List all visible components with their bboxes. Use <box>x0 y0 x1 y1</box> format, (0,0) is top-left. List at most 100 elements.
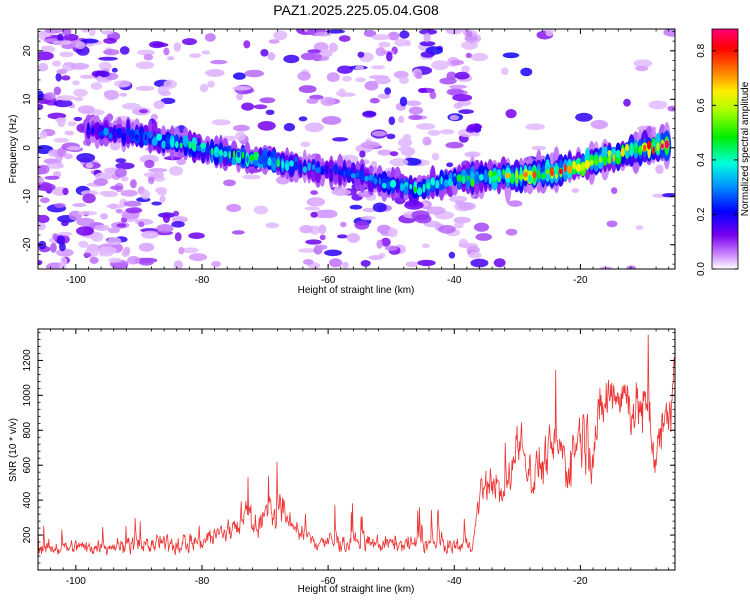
spectrogram-ridge-cell <box>103 127 109 136</box>
spectrogram-noise-blob <box>465 52 472 59</box>
spectrogram-ridge-cell <box>117 132 122 138</box>
x-tick-label: -60 <box>321 576 336 587</box>
spectrogram-noise-blob <box>321 116 342 125</box>
spectrogram-ridge-cell <box>462 175 466 184</box>
spectrogram-noise-blob <box>545 29 554 37</box>
spectrogram-noise-blob <box>405 100 422 106</box>
spectrogram-noise-blob <box>389 158 409 167</box>
spectrogram-noise-blob <box>188 232 205 239</box>
spectrogram-noise-blob <box>53 171 62 178</box>
spectrogram-noise-blob <box>387 227 398 238</box>
spectrogram-noise-blob <box>72 80 80 86</box>
spectrogram-noise-blob <box>153 100 165 110</box>
spectrogram-ridge-cell <box>598 156 603 164</box>
spectrogram-ridge-cell <box>253 151 260 161</box>
spectrogram-ridge-cell <box>161 140 166 149</box>
spectrogram-ridge-cell <box>483 173 489 179</box>
spectrogram-noise-blob <box>387 31 400 41</box>
spectrogram-noise-blob <box>474 222 489 232</box>
y-tick-label: -20 <box>22 237 33 252</box>
spectrogram-noise-blob <box>163 47 170 56</box>
spectrogram-noise-blob <box>342 75 352 82</box>
spectrogram-noise-blob <box>446 88 464 96</box>
spectrogram-noise-blob <box>120 217 128 223</box>
spectrogram-x-ticks: -100 -80 -60 -40 -20 <box>37 29 670 286</box>
spectrogram-noise-blob <box>423 32 431 43</box>
spectrogram-ridge-cell <box>144 134 147 141</box>
colorbar-tick-label: 0.8 <box>696 43 707 57</box>
spectrogram-noise-blob <box>94 172 113 181</box>
spectrogram-noise-blob <box>152 42 169 48</box>
spectrogram-ridge <box>84 114 672 205</box>
spectrogram-noise-blob <box>108 257 123 263</box>
snr-x-label: Height of straight line (km) <box>298 584 415 595</box>
spectrogram-noise-blob <box>78 240 89 248</box>
spectrogram-noise-blob <box>138 242 155 252</box>
spectrogram-ridge-cell <box>223 150 228 158</box>
spectrogram-noise-blob <box>147 175 155 185</box>
spectrogram-ridge-cell <box>289 160 294 167</box>
spectrogram-ridge-cell <box>443 179 449 188</box>
spectrogram-ridge-cell <box>192 142 197 151</box>
spectrogram-noise-blob <box>138 221 145 228</box>
spectrogram-noise-blob <box>315 31 332 37</box>
spectrogram-noise-blob <box>89 256 99 264</box>
y-tick-label: 200 <box>22 526 33 543</box>
spectrogram-noise-blob <box>242 174 261 180</box>
spectrogram-noise-blob <box>98 56 118 61</box>
spectrogram-noise-blob <box>38 183 56 192</box>
spectrogram-ridge-cell <box>491 175 498 182</box>
spectrogram-noise-blob <box>77 106 87 113</box>
spectrogram-noise-blob <box>114 168 127 178</box>
y-tick-label: 20 <box>22 45 33 57</box>
spectrogram-noise-blob <box>398 115 405 123</box>
y-tick-label: 600 <box>22 456 33 473</box>
spectrogram-noise-blob <box>453 216 471 224</box>
spectrogram-ridge-cell <box>625 144 630 152</box>
spectrogram-noise-blob <box>464 151 481 158</box>
spectrogram-noise-blob <box>283 54 300 64</box>
spectrogram-noise-blob <box>90 82 103 90</box>
spectrogram-noise-blob <box>611 187 618 195</box>
spectrogram-ridge-cell <box>422 183 426 193</box>
spectrogram-noise-blob <box>378 41 391 48</box>
spectrogram-noise-blob <box>332 137 349 142</box>
spectrogram-ridge-cell <box>646 140 652 150</box>
spectrogram-noise-blob <box>419 29 438 35</box>
spectrogram-noise-blob <box>232 86 252 91</box>
spectrogram-ridge-cell <box>580 162 585 172</box>
spectrogram-noise-blob <box>139 109 148 114</box>
spectrogram-ridge-cell <box>139 129 143 137</box>
spectrogram-ridge-cell <box>196 144 202 152</box>
spectrogram-noise-blob <box>55 72 62 82</box>
spectrogram-noise-blob <box>371 130 387 137</box>
spectrogram-noise-blob <box>380 237 391 247</box>
spectrogram-noise-blob <box>148 168 168 173</box>
spectrogram-ridge-cell <box>214 152 219 158</box>
spectrogram-noise-blob <box>384 87 392 95</box>
spectrogram-noise-blob <box>201 50 211 55</box>
spectrogram-noise-blob <box>360 260 371 267</box>
spectrogram-ridge-cell <box>125 132 131 145</box>
spectrogram-noise-blob <box>178 246 185 255</box>
spectrogram-noise-blob <box>260 49 269 57</box>
spectrogram-noise-blob <box>408 106 423 115</box>
spectrogram-noise-blob <box>38 260 43 265</box>
spectrogram-noise-blob <box>408 114 423 121</box>
spectrogram-noise-blob <box>173 42 181 52</box>
spectrogram-noise-blob <box>426 206 446 215</box>
spectrogram-noise-blob <box>531 145 547 151</box>
spectrogram-noise-blob <box>314 209 330 219</box>
spectrogram-noise-blob <box>465 30 473 37</box>
spectrogram-noise-blob <box>176 158 187 166</box>
spectrogram-ridge-cell <box>298 163 302 171</box>
spectrogram-noise-blob <box>363 30 377 37</box>
spectrogram-noise-blob <box>493 258 506 268</box>
spectrogram-noise-blob <box>360 141 381 149</box>
spectrogram-ridge-cell <box>567 165 573 174</box>
spectrogram-noise-blob <box>340 221 347 228</box>
spectrogram-ridge-cell <box>359 173 365 182</box>
spectrogram-noise-blob <box>120 189 138 197</box>
spectrogram-noise-blob <box>399 30 410 39</box>
